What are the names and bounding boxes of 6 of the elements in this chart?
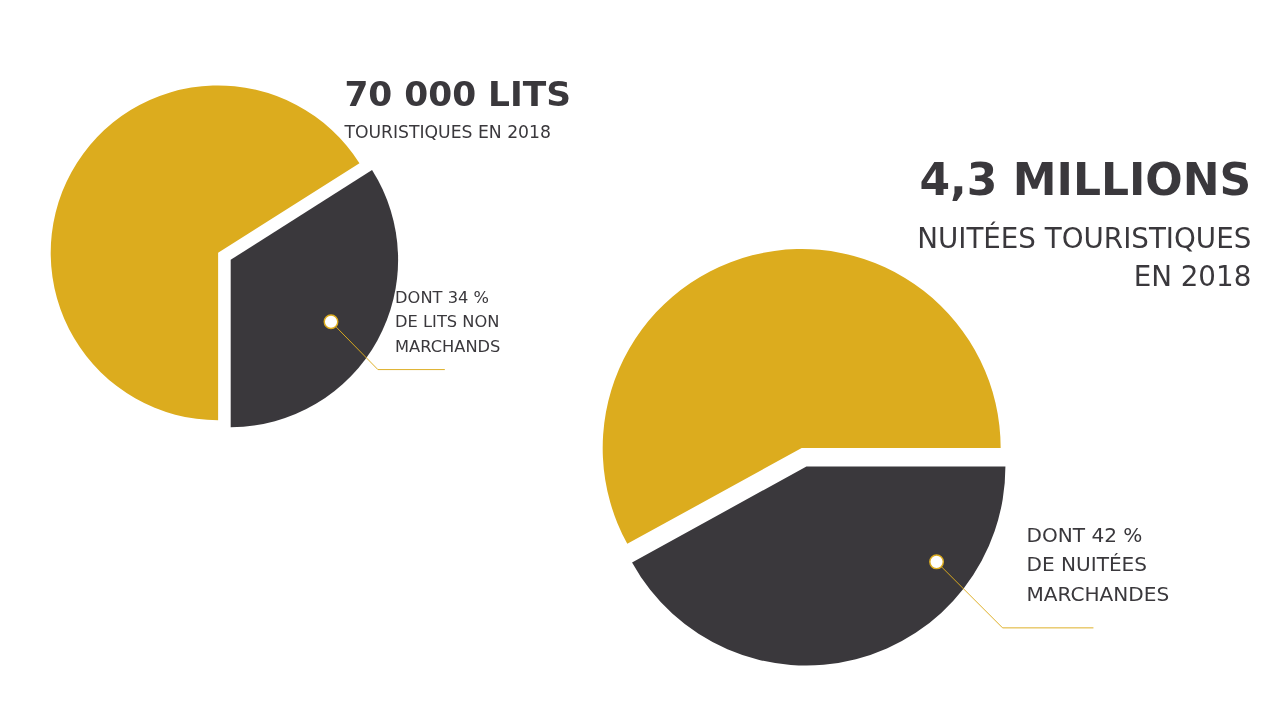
text: NUITÉES TOURISTIQUES EN 2018	[917, 221, 1252, 293]
text: TOURISTIQUES EN 2018	[343, 122, 551, 143]
chart-title: 4,3 MILLIONS	[919, 154, 1252, 206]
chart-title: 70 000 LITS	[344, 74, 572, 115]
text: DONT 34 % DE LITS NON MARCHANDS	[395, 287, 501, 357]
text: DONT 42 % DE NUITÉES MARCHANDES	[1026, 522, 1170, 607]
